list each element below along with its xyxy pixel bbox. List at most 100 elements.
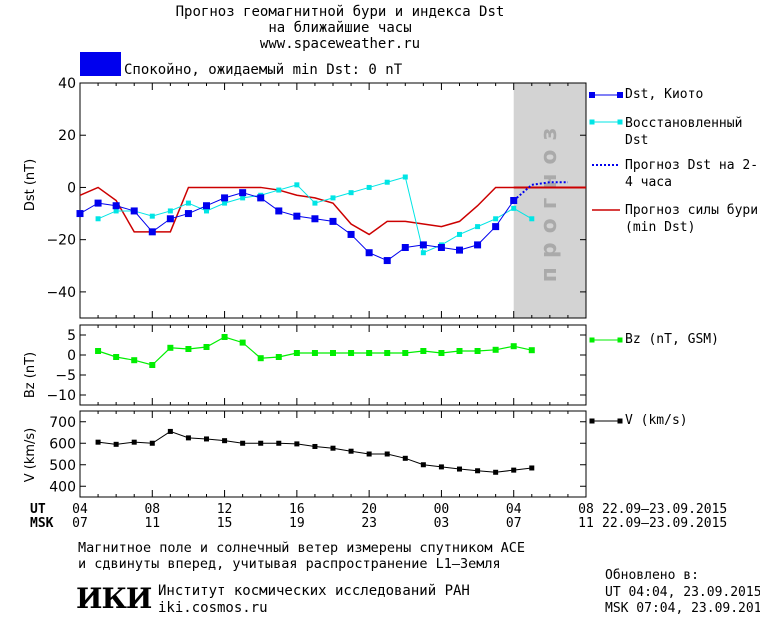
msk-tick-label: 11	[578, 516, 594, 531]
institute-name[interactable]: Институт космических исследований РАН	[158, 583, 470, 599]
solar-wind-speed-point	[511, 467, 517, 473]
bz-point	[528, 347, 535, 354]
solar-wind-speed-point	[113, 441, 119, 447]
dst-kyoto-point	[112, 202, 120, 210]
ut-axis-label: UT	[30, 502, 46, 517]
y-tick-label: 400	[49, 479, 76, 495]
bz-point	[456, 348, 463, 354]
recovered-dst-point	[475, 224, 481, 230]
dst-kyoto-point	[401, 244, 409, 251]
recovered-dst-legend-marker	[589, 119, 595, 125]
dst-kyoto-line	[79, 192, 515, 262]
bz-point	[239, 339, 246, 346]
y-tick-label: −40	[46, 285, 76, 301]
solar-wind-speed-point	[438, 464, 444, 470]
dst-kyoto-point	[148, 228, 156, 236]
bz-legend-marker	[617, 337, 623, 343]
ut-tick-label: 04	[72, 502, 88, 517]
bz-legend-marker	[589, 337, 595, 343]
dst-kyoto-point	[184, 210, 192, 218]
legend-recovered-dst: Восстановленный Dst	[625, 116, 743, 148]
solar-wind-speed-point	[366, 451, 372, 457]
dst-kyoto-point	[94, 199, 102, 207]
bz-point	[185, 346, 192, 352]
solar-wind-speed-point	[167, 428, 173, 434]
legend-dst-kyoto: Dst, Киото	[625, 87, 704, 102]
y-tick-label: 0	[67, 348, 76, 364]
panel-frame	[79, 324, 587, 406]
dst-kyoto-point	[130, 207, 138, 215]
ut-tick-label: 12	[216, 502, 233, 517]
solar-wind-speed-legend-marker	[589, 418, 595, 424]
ut-tick-label: 00	[433, 502, 450, 517]
chart-title-line2: на ближайшие часы	[268, 20, 412, 36]
recovered-dst-point	[95, 216, 101, 222]
recovered-dst-legend-marker	[617, 119, 623, 125]
solar-wind-speed-point	[330, 445, 336, 451]
bz-point	[221, 334, 228, 340]
solar-wind-speed-point	[402, 455, 408, 461]
bz-point	[113, 354, 120, 360]
updated-label: Обновлено в:	[605, 568, 699, 583]
bz-point	[384, 350, 391, 356]
y-tick-label: −5	[55, 368, 76, 384]
y-tick-label: 40	[58, 76, 76, 92]
y-tick-label: 600	[49, 436, 76, 452]
recovered-dst-point	[457, 231, 462, 237]
ut-tick-label: 04	[505, 502, 522, 517]
solar-wind-speed-point	[493, 469, 499, 475]
solar-wind-speed-point	[294, 441, 300, 447]
msk-tick-label: 07	[505, 516, 522, 531]
y-tick-label: 700	[49, 415, 76, 431]
msk-tick-label: 07	[72, 516, 88, 531]
bz-point	[203, 344, 210, 350]
recovered-dst-point	[366, 184, 372, 190]
legend-dst-forecast: Прогноз Dst на 2-4 часа	[625, 158, 759, 190]
dst-kyoto-point	[474, 241, 482, 249]
solar-wind-speed-point	[420, 462, 426, 468]
msk-date-range: 22.09–23.09.2015	[602, 516, 728, 531]
solar-wind-speed-point	[276, 440, 282, 446]
y-axis-label: Dst (nT)	[23, 159, 38, 211]
msk-axis-label: MSK	[30, 516, 54, 531]
bz-point	[510, 343, 517, 350]
chart-title-line1: Прогноз геомагнитной бури и индекса Dst	[175, 4, 505, 20]
status-text: Спокойно, ожидаемый min Dst: 0 nT	[124, 62, 403, 78]
bz-point	[131, 357, 138, 364]
bz-point	[275, 354, 282, 360]
solar-wind-speed-point	[95, 439, 101, 445]
updated-ut: UT 04:04, 23.09.2015	[605, 585, 760, 600]
institute-site-link[interactable]: iki.cosmos.ru	[158, 600, 268, 616]
dst-kyoto-point	[76, 210, 84, 218]
solar-wind-speed-point	[185, 435, 191, 441]
solar-wind-speed-point	[222, 438, 228, 444]
ut-tick-label: 16	[289, 502, 305, 517]
recovered-dst-point	[240, 195, 246, 201]
ut-tick-label: 20	[361, 502, 377, 517]
recovered-dst-point	[402, 174, 408, 180]
msk-tick-label: 23	[361, 516, 377, 531]
dst-kyoto-point	[383, 257, 391, 265]
recovered-dst-point	[294, 182, 300, 188]
ut-tick-label: 08	[578, 502, 594, 517]
recovered-dst-point	[420, 250, 426, 256]
source-url: www.spaceweather.ru	[259, 36, 421, 52]
dst-kyoto-point	[257, 194, 265, 202]
dst-kyoto-point	[456, 246, 463, 254]
bz-point	[492, 346, 499, 353]
legend-storm-forecast: Прогноз силы бури (min Dst)	[625, 203, 759, 235]
dst-kyoto-point	[293, 212, 301, 220]
dst-kyoto-point	[347, 230, 355, 238]
dst-kyoto-point	[365, 249, 373, 257]
recovered-dst-point	[276, 187, 282, 193]
bz-point	[420, 348, 427, 354]
measurement-note-2: и сдвинуты вперед, учитывая распростране…	[78, 556, 501, 572]
dst-kyoto-legend-marker	[617, 92, 623, 98]
solar-wind-speed-point	[475, 468, 481, 474]
y-axis-label: Bz (nT)	[23, 352, 38, 398]
bz-point	[149, 362, 156, 368]
ut-tick-label: 08	[144, 502, 161, 517]
solar-wind-speed-point	[348, 448, 354, 454]
recovered-dst-point	[511, 205, 517, 211]
